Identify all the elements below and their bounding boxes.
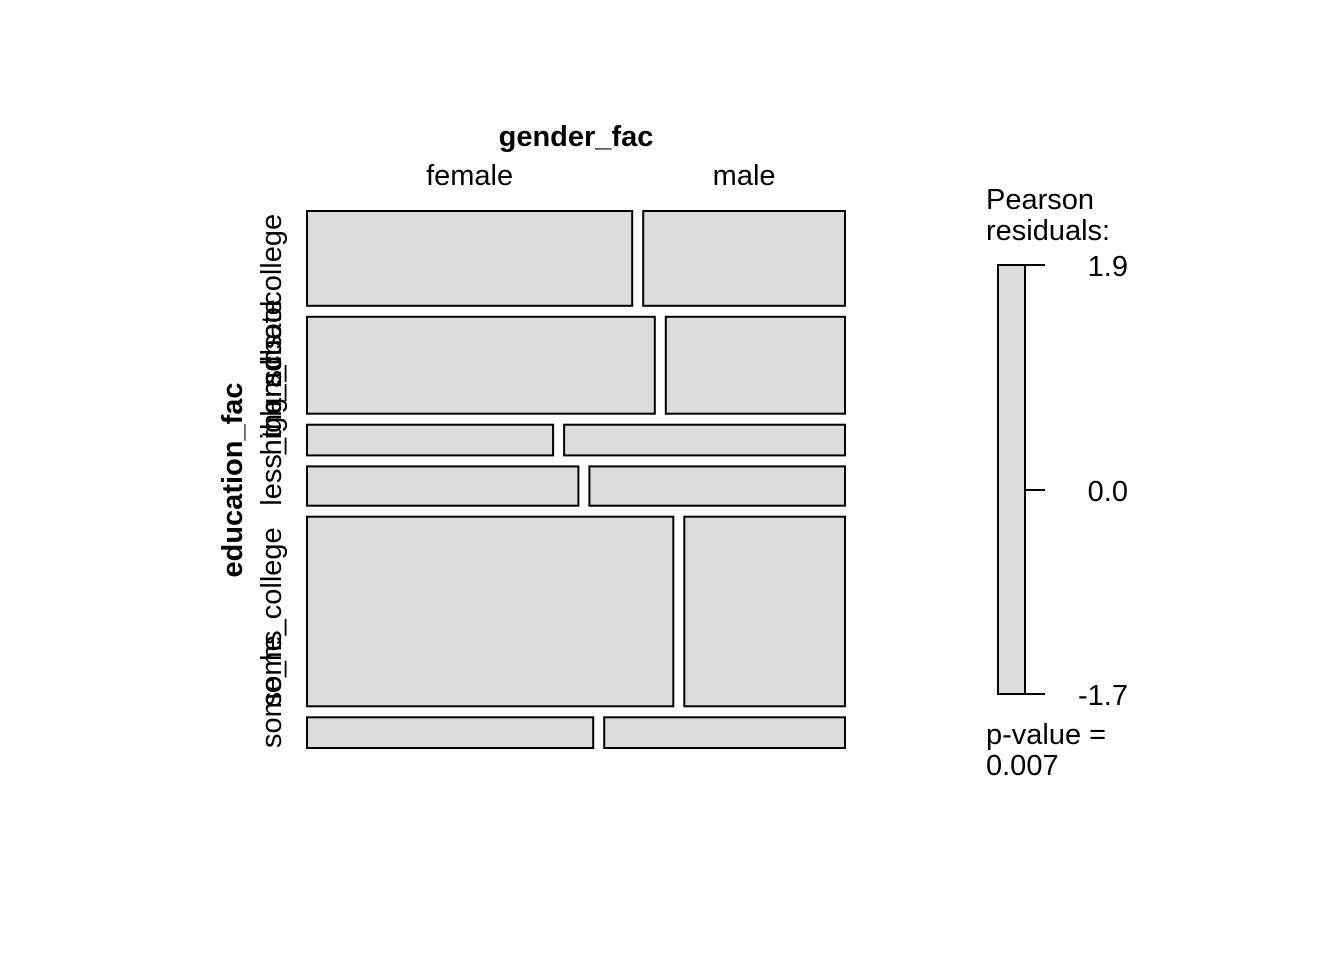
p-value-line1: p-value = [986, 719, 1106, 751]
y-tick-label-high_school: high_school [256, 301, 288, 456]
legend-label-min: -1.7 [1078, 680, 1128, 712]
legend-title-line2: residuals: [986, 215, 1110, 247]
tile-some_hs-female [306, 716, 595, 749]
y-tick-label-graduate: graduate [256, 299, 288, 414]
y-tick-label-college: college [256, 214, 288, 306]
tile-high_school-female [306, 423, 555, 457]
y-axis-title: education_fac [217, 383, 249, 578]
tile-less_than_hs-female [306, 465, 580, 507]
legend-label-max: 1.9 [1088, 251, 1128, 283]
x-tick-labels: female male [426, 160, 775, 192]
x-tick-label-female: female [426, 160, 513, 192]
legend-label-mid: 0.0 [1088, 476, 1128, 508]
x-axis-title: gender_fac [499, 121, 654, 153]
tile-college-male [642, 210, 847, 307]
x-tick-label-male: male [713, 160, 776, 192]
tile-some_college-male [683, 515, 846, 708]
residual-legend: Pearson residuals: 1.9 0.0 -1.7 p-value … [986, 184, 1128, 782]
tile-high_school-male [563, 423, 846, 457]
y-tick-labels: collegegraduatehigh_schoolless_than_hsso… [256, 214, 288, 748]
tile-college-female [306, 210, 634, 307]
y-tick-label-some_hs: some_hs [256, 630, 288, 748]
legend-color-bar [997, 264, 1026, 695]
tile-some_college-female [306, 515, 675, 708]
tile-graduate-female [306, 315, 656, 415]
y-tick-label-some_college: some_college [256, 527, 288, 706]
tile-graduate-male [664, 315, 846, 415]
y-tick-label-less_than_hs: less_than_hs [256, 335, 288, 506]
tile-less_than_hs-male [588, 465, 847, 507]
mosaic-tiles [306, 210, 847, 749]
tile-some_hs-male [603, 716, 847, 749]
p-value-line2: 0.007 [986, 750, 1059, 782]
legend-title-line1: Pearson [986, 184, 1094, 216]
